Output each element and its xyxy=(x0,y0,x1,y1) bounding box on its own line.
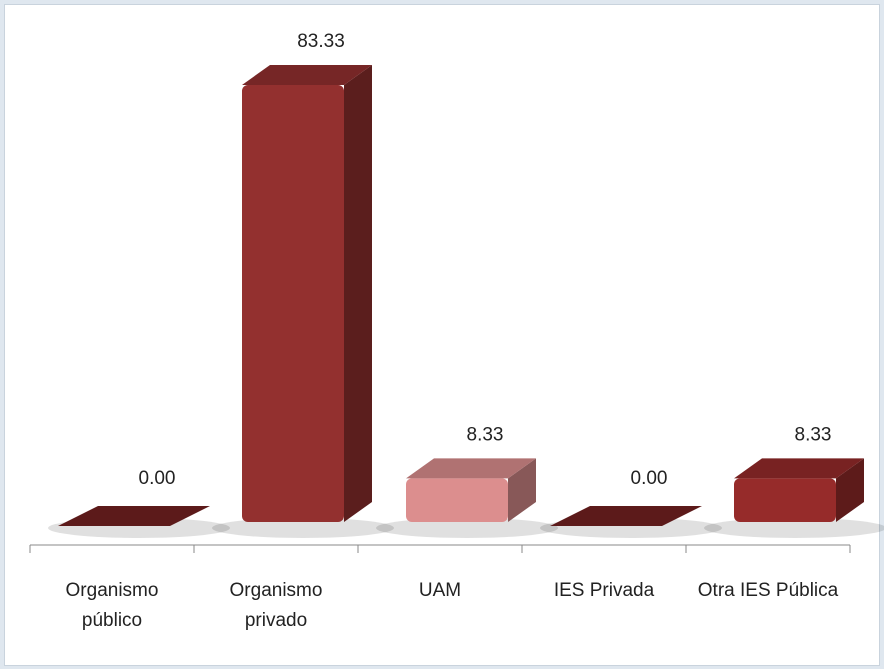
bar-shadow xyxy=(704,518,884,538)
bar xyxy=(58,506,210,526)
bar xyxy=(734,458,864,522)
bar-top xyxy=(406,458,536,479)
x-tick-label: IES Privada xyxy=(553,580,655,601)
bar xyxy=(406,458,536,522)
value-label: 8.33 xyxy=(795,424,832,445)
bar-top xyxy=(734,458,864,479)
value-label: 0.00 xyxy=(139,468,176,489)
x-tick-label: UAM xyxy=(418,580,462,601)
bar-shadow xyxy=(212,518,394,538)
bar-side xyxy=(344,65,372,522)
bar xyxy=(242,65,372,522)
bar-front xyxy=(242,85,344,522)
bar-side xyxy=(508,458,536,522)
value-label: 0.00 xyxy=(631,468,668,489)
bar-top xyxy=(58,506,210,526)
x-tick-label: Organismo público xyxy=(65,580,159,631)
value-label: 8.33 xyxy=(467,424,504,445)
bar-shadow xyxy=(376,518,558,538)
bar-top xyxy=(242,65,372,85)
bar-top xyxy=(550,506,702,526)
bar-front xyxy=(734,478,836,522)
bar xyxy=(550,506,702,526)
bar-front xyxy=(406,478,508,522)
value-label: 83.33 xyxy=(297,31,345,52)
bar-side xyxy=(836,458,864,522)
x-tick-label: Otra IES Pública xyxy=(697,580,839,601)
x-tick-label: Organismo privado xyxy=(229,580,323,631)
chart-frame xyxy=(4,4,880,666)
